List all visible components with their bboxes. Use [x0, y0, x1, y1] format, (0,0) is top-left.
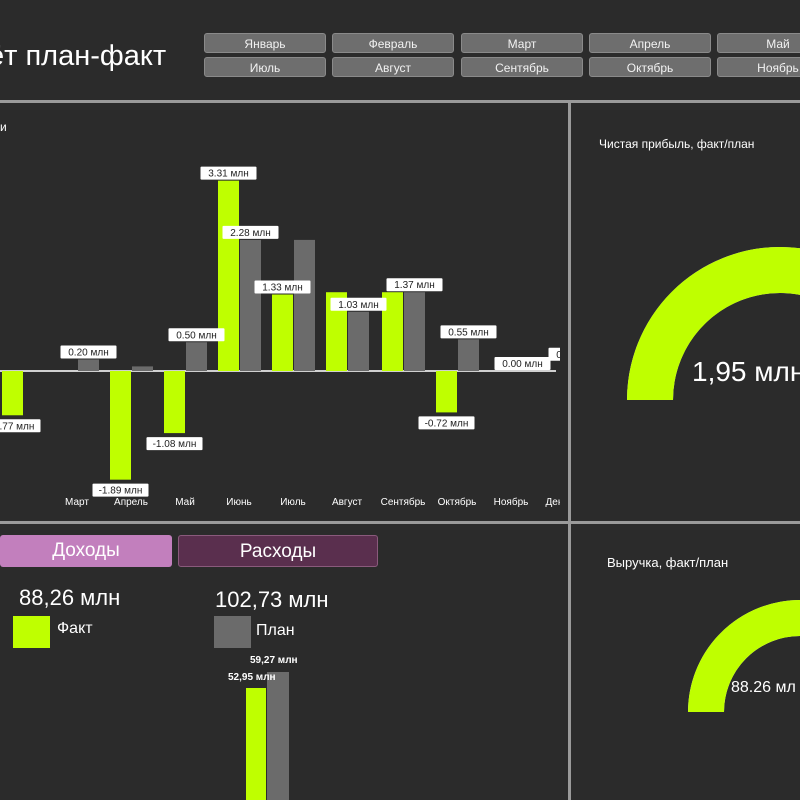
x-tick-1: Март [65, 497, 89, 508]
svg-text:-0.72 млн: -0.72 млн [425, 418, 469, 429]
bar-fact-6 [326, 292, 347, 371]
month-button-6[interactable]: Июль [204, 57, 326, 77]
month-button-2[interactable]: Февраль [332, 33, 454, 53]
data-label-2: -1.89 млн [92, 483, 149, 497]
data-label-3: 0.50 млн [168, 328, 225, 342]
svg-text:0.00 млн: 0.00 млн [502, 359, 542, 370]
month-button-9[interactable]: Октябрь [589, 57, 711, 77]
divider-middle [0, 521, 800, 524]
svg-text:3.31 млн: 3.31 млн [208, 169, 248, 180]
bar-fact-5 [272, 294, 293, 371]
summary-bar-plan [267, 672, 289, 800]
data-label-13: 0.16 млн [548, 347, 560, 361]
revenue-gauge-fill [688, 600, 800, 713]
page-title: ёт план-факт [0, 40, 167, 72]
month-button-8[interactable]: Сентябрь [461, 57, 583, 77]
plan-legend-label: План [256, 622, 295, 639]
profit-gauge [627, 247, 800, 401]
fact-total: 88,26 млн [19, 585, 121, 610]
bar-plan-7 [404, 292, 425, 371]
divider-top [0, 100, 800, 103]
data-label-8: 1.03 млн [330, 297, 387, 311]
bar-plan-8 [458, 339, 479, 371]
revenue-value: 88.26 мл [731, 679, 796, 696]
month-button-4[interactable]: Апрель [589, 33, 711, 53]
month-button-7[interactable]: Август [332, 57, 454, 77]
summary-bar-fact [246, 688, 266, 800]
x-tick-9: Ноябрь [494, 496, 529, 508]
plan-total: 102,73 млн [215, 587, 329, 612]
month-button-10[interactable]: Ноябрь [717, 57, 800, 77]
svg-text:-0.77 млн: -0.77 млн [0, 421, 34, 432]
svg-text:0.16 млн: 0.16 млн [556, 350, 560, 361]
fact-plan-bar-chart: -0.77 млн 0.20 млн -1.89 млн 0.50 млн -1.08 … [0, 166, 561, 508]
svg-text:-1.89 млн: -1.89 млн [99, 486, 143, 497]
svg-text:0.50 млн: 0.50 млн [176, 330, 216, 341]
data-label-4: -1.08 млн [146, 437, 203, 451]
x-tick-4: Июнь [226, 497, 251, 508]
svg-text:0.20 млн: 0.20 млн [68, 348, 108, 359]
revenue-gauge [688, 600, 800, 713]
tab-income[interactable]: Доходы [0, 535, 172, 567]
x-tick-3: Май [175, 497, 195, 508]
tab-expense[interactable]: Расходы [178, 535, 378, 567]
svg-text:1.37 млн: 1.37 млн [394, 280, 434, 291]
bar-fact-4 [218, 180, 239, 371]
profit-gauge-title: Чистая прибыль, факт/план [599, 137, 755, 151]
data-label-9: 1.37 млн [386, 278, 443, 292]
bar-plan-3 [186, 342, 207, 371]
month-button-3[interactable]: Март [461, 33, 583, 53]
profit-gauge-fill [627, 247, 800, 401]
x-tick-2: Апрель [114, 497, 148, 508]
svg-text:1.33 млн: 1.33 млн [262, 283, 302, 294]
bar-fact-3 [164, 371, 185, 434]
x-tick-10: Декабрь [546, 496, 561, 508]
bar-fact-0 [2, 371, 23, 416]
bar-plan-2 [132, 366, 153, 371]
month-button-1[interactable]: Январь [204, 33, 326, 53]
data-label-12: 0.00 млн [494, 357, 551, 370]
svg-text:0.55 млн: 0.55 млн [448, 327, 488, 338]
bar-plan-1 [78, 359, 99, 371]
data-label-10: 0.55 млн [440, 325, 497, 339]
fact-legend-swatch [13, 616, 50, 648]
data-label-5: 3.31 млн [200, 166, 257, 180]
bar-plan-4 [240, 239, 261, 371]
fact-legend-label: Факт [57, 620, 93, 637]
x-tick-5: Июль [280, 497, 306, 508]
bar-chart-title: и [0, 120, 7, 134]
profit-value: 1,95 млн [692, 356, 800, 387]
data-label-0: -0.77 млн [0, 419, 41, 432]
revenue-gauge-title: Выручка, факт/план [607, 555, 729, 570]
summary-bar-plan-label: 59,27 млн [250, 655, 298, 666]
bar-plan-5 [294, 239, 315, 371]
x-tick-7: Сентябрь [381, 496, 426, 508]
data-label-1: 0.20 млн [60, 345, 117, 359]
divider-vertical [568, 103, 571, 800]
bar-plan-6 [348, 311, 369, 371]
svg-text:1.03 млн: 1.03 млн [338, 300, 378, 311]
x-tick-6: Август [332, 497, 363, 508]
plan-legend-swatch [214, 616, 251, 648]
x-tick-8: Октябрь [438, 496, 477, 508]
data-label-11: -0.72 млн [418, 416, 475, 430]
bar-fact-2 [110, 371, 131, 480]
month-button-5[interactable]: Май [717, 33, 800, 53]
data-label-6: 2.28 млн [222, 225, 279, 239]
data-label-7: 1.33 млн [254, 280, 311, 294]
svg-text:-1.08 млн: -1.08 млн [153, 439, 197, 450]
svg-text:2.28 млн: 2.28 млн [230, 228, 270, 239]
bar-fact-8 [436, 371, 457, 413]
summary-bar-fact-label: 52,95 млн [228, 672, 276, 683]
bar-fact-7 [382, 292, 403, 371]
